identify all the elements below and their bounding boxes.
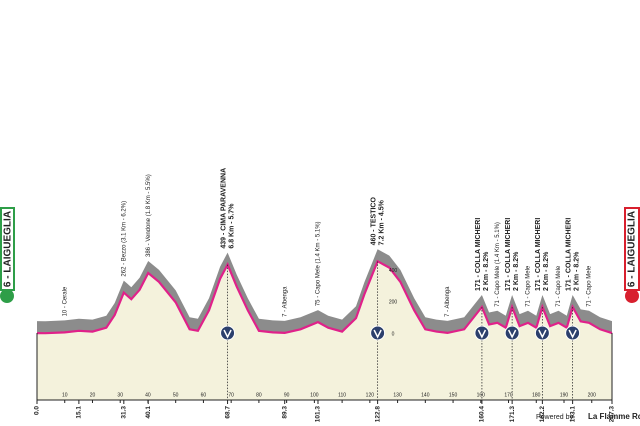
climb-icon bbox=[534, 325, 550, 341]
x-tick-label: 120 bbox=[366, 392, 375, 398]
km-label: 89.3 bbox=[281, 406, 288, 419]
climb-icon-v bbox=[477, 329, 487, 339]
x-tick-label: 140 bbox=[421, 392, 430, 398]
climb-label: 7 - Albenga bbox=[445, 286, 451, 317]
profile-line bbox=[36, 259, 613, 335]
climb-label: 439 - CIMA PARAVENNA bbox=[220, 168, 227, 249]
km-label: 0.0 bbox=[34, 406, 41, 415]
km-label: 40.1 bbox=[145, 406, 152, 419]
y-tick-label: 0 bbox=[392, 331, 395, 337]
x-tick-label: 50 bbox=[173, 392, 179, 398]
climb-icon-v bbox=[538, 329, 547, 339]
climb-label: 6.8 Km - 5.7% bbox=[228, 203, 235, 249]
climb-icon-v bbox=[507, 329, 517, 339]
terrain-shade bbox=[37, 249, 612, 334]
climb-icon-v bbox=[373, 329, 382, 339]
y-tick-label: 400 bbox=[389, 268, 398, 274]
km-label: 122.8 bbox=[374, 406, 381, 423]
climb-label: 71 - Capo Mele bbox=[556, 265, 562, 307]
km-label: 207.3 bbox=[609, 406, 616, 423]
y-tick-label: 200 bbox=[389, 300, 398, 306]
climb-label: 10 - Cerale bbox=[62, 286, 68, 316]
climb-icon bbox=[504, 325, 520, 341]
profile-fill bbox=[37, 261, 612, 400]
km-label: 171.3 bbox=[509, 406, 516, 423]
climb-label: 2 Km - 8.2% bbox=[483, 251, 490, 291]
x-tick-label: 70 bbox=[228, 392, 234, 398]
km-label: 182.2 bbox=[539, 406, 546, 423]
climb-icon-v bbox=[568, 329, 577, 339]
climb-icon bbox=[220, 325, 236, 341]
footer-powered: Powered by bbox=[536, 414, 573, 421]
climb-label: 262 - Bezzo (3.1 Km - 6.2%) bbox=[121, 201, 127, 277]
x-tick-label: 90 bbox=[284, 392, 290, 398]
climb-label: 71 - Capo Mele bbox=[587, 265, 593, 307]
x-tick-label: 80 bbox=[256, 392, 262, 398]
start-icon bbox=[0, 289, 14, 303]
climb-icon bbox=[474, 325, 490, 341]
climb-label: 2 Km - 8.2% bbox=[573, 251, 580, 291]
x-tick-label: 180 bbox=[532, 392, 541, 398]
climb-label: 75 - Capo Mele (1.4 Km - 5.1%) bbox=[316, 221, 322, 306]
climb-icon-v bbox=[223, 329, 232, 339]
x-tick-label: 40 bbox=[145, 392, 151, 398]
climb-label: 71 - Capo Mele (1.4 Km - 5.1%) bbox=[495, 222, 501, 307]
x-tick-label: 110 bbox=[338, 392, 346, 398]
x-tick-label: 170 bbox=[504, 392, 513, 398]
km-label: 193.1 bbox=[569, 406, 576, 423]
climb-label: 71 - Capo Mele bbox=[526, 265, 532, 307]
x-tick-label: 190 bbox=[560, 392, 569, 398]
x-tick-label: 60 bbox=[201, 392, 207, 398]
climb-icon bbox=[370, 325, 386, 341]
x-tick-label: 30 bbox=[117, 392, 123, 398]
climb-label: 2 Km - 8.2% bbox=[513, 251, 520, 291]
x-tick-label: 160 bbox=[477, 392, 486, 398]
climb-label: 171 - COLLA MICHERI bbox=[565, 218, 572, 291]
x-tick-label: 10 bbox=[62, 392, 68, 398]
finish-label: 6 - LAIGUEGLIA bbox=[627, 211, 638, 287]
x-tick-label: 200 bbox=[588, 392, 597, 398]
climb-label: 7.2 Km - 4.5% bbox=[378, 199, 385, 245]
x-tick-label: 100 bbox=[310, 392, 319, 398]
climb-label: 171 - COLLA MICHERI bbox=[535, 218, 542, 291]
x-tick-label: 20 bbox=[90, 392, 96, 398]
climb-label: 171 - COLLA MICHERI bbox=[505, 218, 512, 291]
climb-label: 2 Km - 8.2% bbox=[543, 251, 550, 291]
climb-label: 460 - TESTICO bbox=[370, 197, 377, 246]
climb-icon bbox=[565, 325, 581, 341]
km-label: 31.3 bbox=[121, 406, 128, 419]
x-tick-label: 150 bbox=[449, 392, 458, 398]
climb-label: 386 - Vendone (1.8 Km - 5.5%) bbox=[146, 174, 152, 257]
km-label: 15.1 bbox=[76, 406, 83, 419]
x-tick-label: 130 bbox=[393, 392, 402, 398]
km-label: 101.3 bbox=[315, 406, 322, 423]
km-label: 68.7 bbox=[224, 406, 231, 419]
finish-icon bbox=[625, 289, 639, 303]
climb-label: 7 - Albenga bbox=[282, 286, 288, 317]
km-label: 160.4 bbox=[479, 406, 486, 423]
footer-brand: La Flamme Rouge bbox=[588, 412, 640, 421]
climb-label: 171 - COLLA MICHERI bbox=[475, 218, 482, 291]
start-label: 6 - LAIGUEGLIA bbox=[3, 211, 14, 287]
